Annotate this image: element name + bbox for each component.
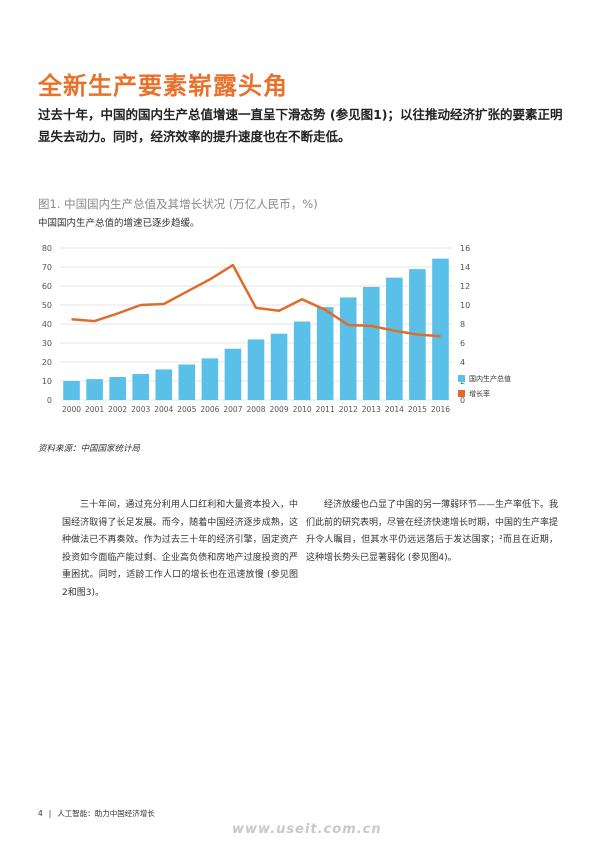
gdp-bar — [247, 339, 265, 400]
body-paragraph-right: 经济放缓也凸显了中国的另一薄弱环节——生产率低下。我们此前的研究表明，尽管在经济… — [306, 500, 559, 563]
y-left-tick-label: 40 — [42, 320, 52, 329]
y-left-tick-label: 30 — [42, 339, 52, 348]
gdp-chart: 0102030405060708002468101214162000200120… — [42, 244, 511, 414]
figure-title: 图1. 中国国内生产总值及其增长状况 (万亿人民币，%) — [38, 197, 318, 211]
x-tick-label: 2010 — [293, 405, 312, 414]
body-column-left: 三十年间，通过充分利用人口红利和大量资本投入，中国经济取得了长足发展。而今，随着… — [62, 497, 298, 602]
y-right-tick-label: 6 — [460, 339, 465, 348]
legend-label-gdp: 国内生产总值 — [469, 374, 511, 383]
x-tick-label: 2004 — [154, 405, 173, 414]
x-tick-label: 2016 — [431, 405, 450, 414]
gdp-bar — [86, 379, 103, 400]
gdp-bar — [362, 286, 380, 400]
x-tick-label: 2013 — [362, 405, 381, 414]
gdp-bar — [339, 297, 357, 400]
x-tick-label: 2001 — [85, 405, 104, 414]
y-left-tick-label: 80 — [42, 244, 52, 253]
figure-source: 资料来源：中国国家统计局 — [38, 444, 141, 454]
y-left-tick-label: 70 — [42, 263, 52, 272]
gdp-bar — [293, 321, 311, 400]
gdp-bar — [386, 277, 403, 400]
gdp-bar — [224, 348, 242, 400]
y-left-tick-label: 50 — [42, 301, 52, 310]
x-tick-label: 2006 — [200, 405, 219, 414]
body-column-right: 经济放缓也凸显了中国的另一薄弱环节——生产率低下。我们此前的研究表明，尽管在经济… — [306, 497, 558, 567]
gdp-bar — [155, 369, 173, 400]
gdp-bar — [270, 333, 288, 400]
gdp-bar — [178, 364, 196, 400]
legend-label-growth: 增长率 — [469, 389, 490, 398]
page-number: 4 — [38, 809, 43, 818]
page-title: 全新生产要素崭露头角 — [38, 72, 288, 100]
y-right-tick-label: 0 — [460, 396, 465, 405]
y-right-tick-label: 10 — [460, 301, 470, 310]
x-tick-label: 2015 — [408, 405, 427, 414]
gdp-bar — [132, 373, 150, 400]
y-left-tick-label: 10 — [42, 377, 52, 386]
y-left-tick-label: 20 — [42, 358, 52, 367]
running-title: 人工智能：助力中国经济增长 — [57, 809, 155, 818]
x-tick-label: 2009 — [270, 405, 289, 414]
legend-swatch-growth — [458, 390, 465, 397]
growth-rate-line — [71, 263, 441, 338]
x-tick-label: 2014 — [385, 405, 404, 414]
y-right-tick-label: 14 — [460, 263, 470, 272]
y-left-tick-label: 0 — [47, 396, 52, 405]
y-right-tick-label: 16 — [460, 244, 470, 253]
gdp-bar — [63, 381, 80, 400]
lead-paragraph: 过去十年，中国的国内生产总值增速一直呈下滑态势 (参见图1)；以往推动经济扩张的… — [38, 107, 563, 144]
gdp-bar — [109, 377, 126, 400]
x-tick-label: 2000 — [62, 405, 81, 414]
y-right-tick-label: 4 — [460, 358, 465, 367]
body-paragraph-left: 三十年间，通过充分利用人口红利和大量资本投入，中国经济取得了长足发展。而今，随着… — [62, 500, 298, 598]
x-tick-label: 2011 — [316, 405, 335, 414]
x-tick-label: 2005 — [177, 405, 196, 414]
y-left-tick-label: 60 — [42, 282, 52, 291]
x-tick-label: 2008 — [246, 405, 265, 414]
watermark: www.useit.com.cn — [232, 822, 382, 837]
y-right-tick-label: 8 — [460, 320, 465, 329]
gdp-bar — [316, 307, 334, 400]
page-footer: 4 | 人工智能：助力中国经济增长 — [38, 808, 155, 819]
gdp-bar — [201, 358, 219, 400]
x-tick-label: 2002 — [108, 405, 127, 414]
x-tick-label: 2007 — [223, 405, 242, 414]
y-right-tick-label: 12 — [460, 282, 470, 291]
x-tick-label: 2003 — [131, 405, 150, 414]
gdp-bar — [432, 258, 449, 400]
figure-subtitle: 中国国内生产总值的增速已逐步趋缓。 — [38, 218, 200, 229]
x-tick-label: 2012 — [339, 405, 358, 414]
legend-swatch-gdp — [458, 375, 465, 382]
footer-separator: | — [48, 809, 52, 818]
